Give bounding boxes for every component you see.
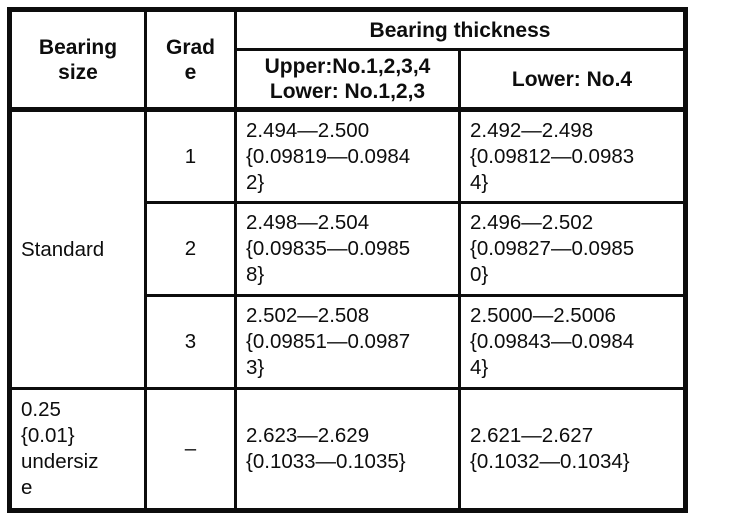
cell-lower-grade-1: 2.492—2.498 {0.09812—0.0983 4}	[458, 108, 687, 204]
header-bearing-size: Bearing size	[8, 8, 147, 112]
cell-grade-undersize: –	[144, 387, 237, 512]
cell-upper-grade-1: 2.494—2.500 {0.09819—0.0984 2}	[234, 108, 461, 204]
header-row-sub: Upper:No.1,2,3,4 Lower: No.1,2,3 Lower: …	[10, 48, 687, 112]
cell-size-undersize: 0.25 {0.01} undersiz e	[8, 387, 147, 512]
table-row: 0.25 {0.01} undersiz e – 2.623—2.629 {0.…	[8, 387, 687, 512]
cell-lower-undersize: 2.621—2.627 {0.1032—0.1034}	[458, 387, 687, 512]
cell-upper-undersize: 2.623—2.629 {0.1033—0.1035}	[234, 387, 461, 512]
cell-size-standard: Standard	[8, 108, 147, 390]
table-row: 3 2.502—2.508 {0.09851—0.0987 3} 2.5000—…	[10, 294, 687, 390]
cell-lower-grade-3: 2.5000—2.5006 {0.09843—0.0984 4}	[458, 294, 687, 390]
cell-upper-grade-3: 2.502—2.508 {0.09851—0.0987 3}	[234, 294, 461, 390]
table-row: Standard 1 2.494—2.500 {0.09819—0.0984 2…	[8, 108, 687, 390]
table-row: 2 2.498—2.504 {0.09835—0.0985 8} 2.496—2…	[10, 201, 687, 297]
cell-lower-grade-2: 2.496—2.502 {0.09827—0.0985 0}	[458, 201, 687, 297]
header-grade: Grad e	[144, 8, 237, 112]
cell-grade-2: 2	[144, 201, 237, 297]
cell-upper-grade-2: 2.498—2.504 {0.09835—0.0985 8}	[234, 201, 461, 297]
header-upper-column: Upper:No.1,2,3,4 Lower: No.1,2,3	[234, 48, 461, 112]
cell-grade-1: 1	[144, 108, 237, 204]
header-bearing-thickness: Bearing thickness	[234, 8, 687, 51]
cell-grade-3: 3	[144, 294, 237, 390]
bearing-thickness-table: Bearing size Grad e Bearing thickness Up…	[7, 7, 688, 513]
header-lower-column: Lower: No.4	[458, 48, 687, 112]
header-row-top: Bearing size Grad e Bearing thickness	[8, 8, 687, 112]
